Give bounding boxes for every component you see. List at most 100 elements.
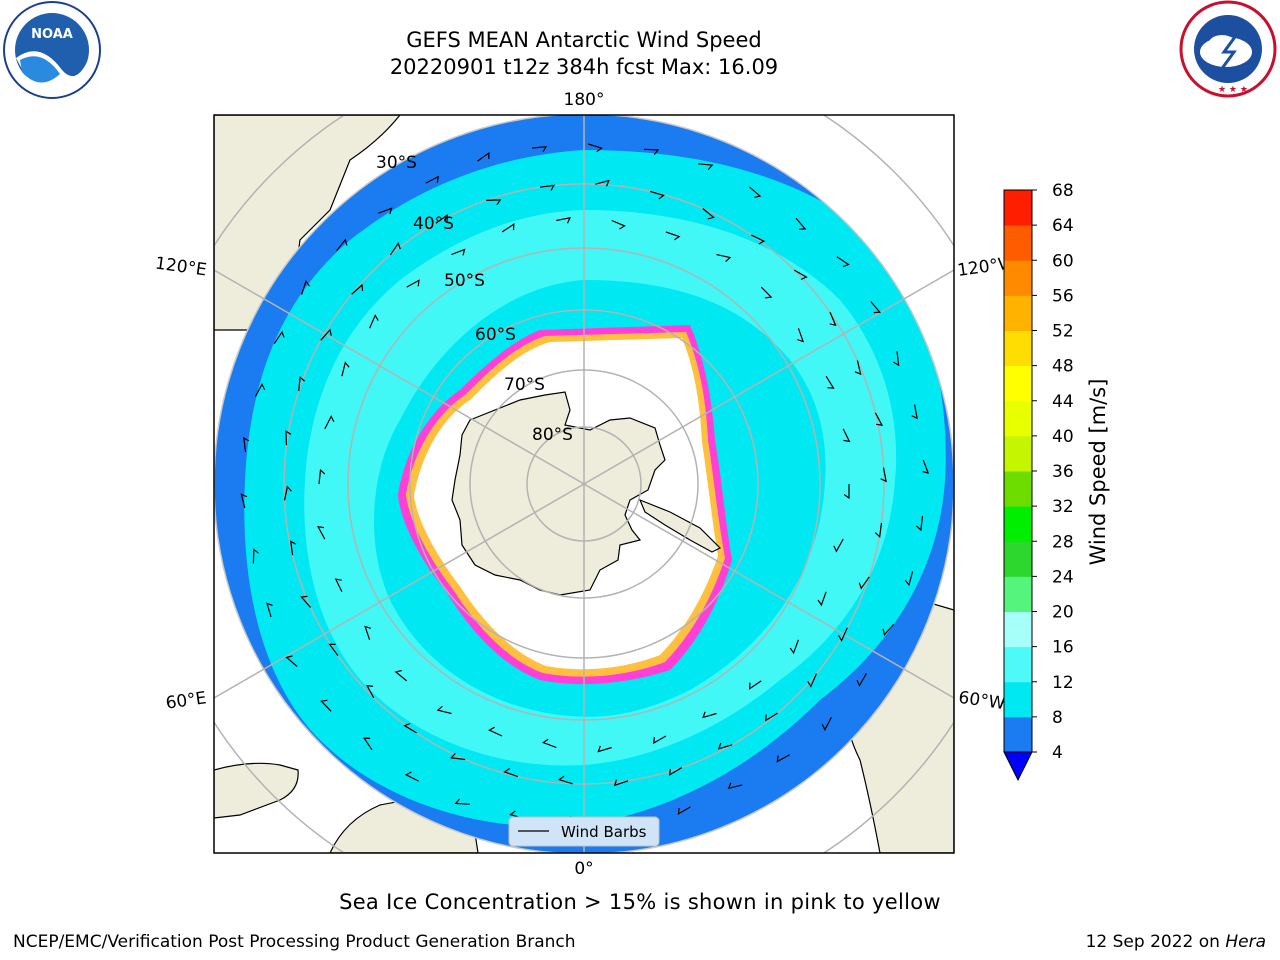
wind-barb bbox=[698, 163, 714, 170]
colorbar-segment bbox=[1004, 576, 1032, 612]
wind-barb bbox=[532, 146, 548, 153]
colorbar-segment bbox=[1004, 681, 1032, 718]
colorbar-tick-label: 56 bbox=[1052, 286, 1074, 306]
colorbar-tick-label: 36 bbox=[1052, 462, 1074, 482]
wind-barb bbox=[793, 269, 808, 281]
wind-barb bbox=[336, 238, 348, 252]
chart-title: GEFS MEAN Antarctic Wind Speed bbox=[406, 28, 762, 52]
wind-barb bbox=[320, 328, 332, 341]
wind-barb bbox=[351, 283, 364, 295]
graticule bbox=[214, 115, 954, 853]
chart-subtitle: 20220901 t12z 384h fcst Max: 16.09 bbox=[389, 55, 779, 79]
wind-barb bbox=[298, 375, 305, 392]
colorbar-tick-label: 28 bbox=[1052, 532, 1074, 552]
colorbar-segment bbox=[1004, 330, 1032, 367]
antarctic-peninsula bbox=[638, 498, 722, 553]
wind-barb bbox=[611, 219, 626, 230]
wind-barb bbox=[836, 256, 850, 268]
colorbar-segment bbox=[1004, 611, 1032, 648]
wind-barb bbox=[404, 771, 419, 782]
wind-barb bbox=[749, 186, 762, 198]
wind-barb bbox=[389, 241, 401, 256]
wind-barb bbox=[807, 673, 817, 688]
wind-barb bbox=[916, 516, 924, 532]
wind-barb bbox=[882, 623, 895, 637]
colorbar-tick-label: 16 bbox=[1052, 638, 1074, 658]
noaa-logo-text: NOAA bbox=[31, 27, 73, 42]
wind-barb bbox=[870, 301, 882, 314]
wind-barb bbox=[366, 684, 375, 699]
wind-barb bbox=[369, 314, 379, 329]
footer-host: Hera bbox=[1225, 932, 1266, 952]
wind-barb bbox=[450, 752, 466, 761]
noaa-logo: NOAA bbox=[3, 1, 101, 99]
wind-barb bbox=[797, 327, 805, 343]
colorbar-segment bbox=[1004, 365, 1032, 402]
wind-barb bbox=[503, 768, 519, 778]
colorbar-tick-label: 4 bbox=[1052, 743, 1063, 763]
wind-barb bbox=[613, 779, 629, 787]
wind-barb bbox=[765, 712, 778, 722]
wind-barb bbox=[240, 493, 248, 509]
lon-label-60e: 60°E bbox=[165, 688, 208, 713]
wind-barb bbox=[318, 468, 326, 485]
wind-barb bbox=[833, 538, 844, 553]
wind-barb bbox=[539, 184, 556, 191]
lon-label-120e: 120°E bbox=[154, 253, 208, 280]
nws-logo: ★ ★ ★ bbox=[1179, 0, 1277, 98]
wind-barb bbox=[266, 602, 273, 617]
colorbar-segment bbox=[1004, 400, 1032, 437]
wind-barb bbox=[362, 737, 373, 751]
wind-barb bbox=[451, 248, 466, 256]
colorbar-segment bbox=[1004, 260, 1032, 296]
wind-barb bbox=[501, 223, 515, 233]
wind-barb bbox=[643, 148, 660, 155]
wind-barb bbox=[817, 591, 827, 607]
wind-barb bbox=[838, 627, 848, 642]
colorbar-tick-label: 52 bbox=[1052, 322, 1074, 342]
wind-barb bbox=[301, 279, 310, 295]
colorbar-tick-label: 64 bbox=[1052, 216, 1074, 236]
wind-barb bbox=[874, 522, 883, 539]
wind-barb bbox=[252, 548, 259, 564]
wind-barb bbox=[702, 711, 717, 719]
wind-barb bbox=[669, 767, 683, 776]
wind-barb bbox=[273, 330, 285, 345]
wind-barb bbox=[880, 467, 887, 483]
wind-barb bbox=[650, 190, 665, 200]
colorbar-tick-label: 20 bbox=[1052, 603, 1074, 623]
wind-barb bbox=[435, 214, 448, 224]
wind-barb bbox=[557, 775, 573, 785]
wind-barb bbox=[825, 375, 835, 389]
wind-barb bbox=[328, 643, 339, 657]
wind-barb bbox=[403, 722, 417, 734]
lat-label-50s: 50°S bbox=[444, 271, 485, 291]
colorbar-segment bbox=[1004, 190, 1032, 226]
colorbar-tick-label: 48 bbox=[1052, 357, 1074, 377]
wind-barb bbox=[789, 639, 799, 655]
colorbar-tick-label: 32 bbox=[1052, 497, 1074, 517]
colorbar-tick-label: 44 bbox=[1052, 392, 1074, 412]
lon-label-0: 0° bbox=[574, 859, 593, 879]
wind-barb bbox=[760, 286, 773, 299]
colorbar-segment bbox=[1004, 471, 1032, 507]
colorbar-segment bbox=[1004, 646, 1032, 683]
wind-barb bbox=[665, 231, 681, 241]
wind-barb bbox=[488, 726, 503, 737]
wind-barb bbox=[254, 382, 266, 397]
colorbar-tick-label: 40 bbox=[1052, 427, 1074, 447]
wind-barb bbox=[541, 738, 557, 749]
colorbar-tick-label: 60 bbox=[1052, 251, 1074, 271]
wind-barb bbox=[716, 253, 732, 263]
wind-barb bbox=[843, 484, 850, 500]
lon-label-180: 180° bbox=[564, 90, 605, 110]
wind-barb bbox=[904, 571, 914, 587]
footer-date-text: 12 Sep 2022 on bbox=[1085, 932, 1226, 952]
colorbar-segment bbox=[1004, 541, 1032, 577]
lat-label-40s: 40°S bbox=[413, 214, 454, 234]
wind-barb bbox=[893, 351, 900, 367]
wind-barb bbox=[702, 208, 715, 220]
wind-barb bbox=[597, 745, 612, 753]
wind-barb bbox=[378, 207, 393, 215]
